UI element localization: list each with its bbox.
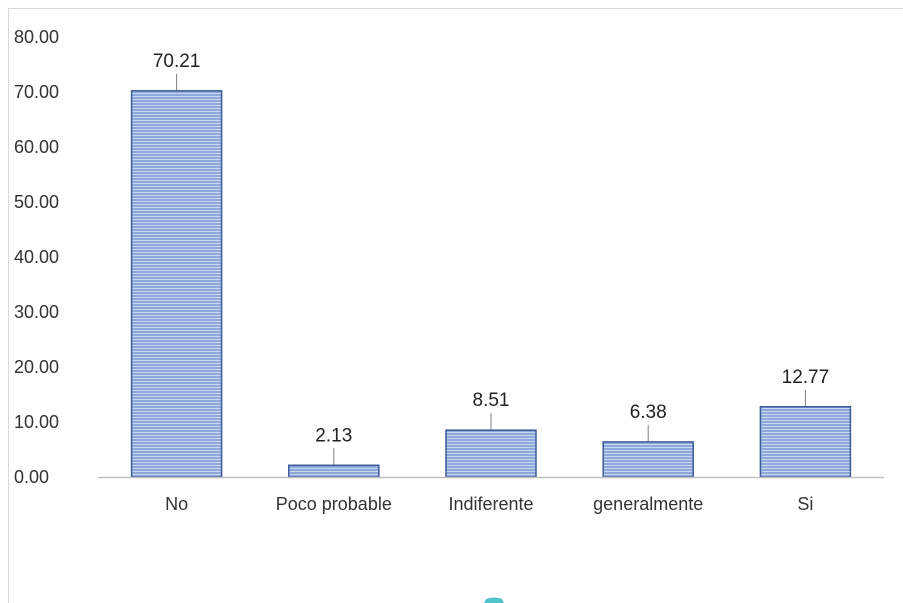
y-tick-label: 30.00 (14, 302, 59, 322)
y-tick-label: 70.00 (14, 82, 59, 102)
x-axis-category-labels: No Poco probable Indiferente generalmente Si (165, 494, 813, 514)
y-tick-label: 20.00 (14, 357, 59, 377)
bar (759, 406, 852, 478)
data-label: 12.77 (782, 367, 830, 388)
x-tick-label: Poco probable (276, 494, 392, 514)
bars (130, 90, 852, 478)
y-tick-label: 50.00 (14, 192, 59, 212)
data-label-leaders (176, 73, 806, 466)
bar (445, 429, 537, 478)
chart-frame (8, 8, 903, 603)
x-tick-label: Si (797, 494, 813, 514)
bar (288, 464, 380, 478)
y-tick-label: 80.00 (14, 27, 59, 47)
data-label: 8.51 (473, 390, 510, 411)
y-tick-label: 0.00 (14, 467, 49, 487)
bar (602, 441, 694, 478)
bar (130, 90, 223, 478)
data-label: 2.13 (315, 425, 352, 446)
x-tick-label: Indiferente (448, 494, 533, 514)
y-tick-label: 10.00 (14, 412, 59, 432)
partial-shape-marker (484, 597, 504, 603)
y-axis-tick-labels: 0.00 10.00 20.00 30.00 40.00 50.00 60.00 70.00 8… (14, 27, 59, 487)
y-tick-label: 40.00 (14, 247, 59, 267)
data-label: 70.21 (153, 51, 201, 72)
x-tick-label: No (165, 494, 188, 514)
x-tick-label: generalmente (593, 494, 703, 514)
data-labels: 70.21 2.13 8.51 6.38 12.77 (153, 51, 829, 446)
y-tick-label: 60.00 (14, 137, 59, 157)
data-label: 6.38 (630, 402, 667, 423)
